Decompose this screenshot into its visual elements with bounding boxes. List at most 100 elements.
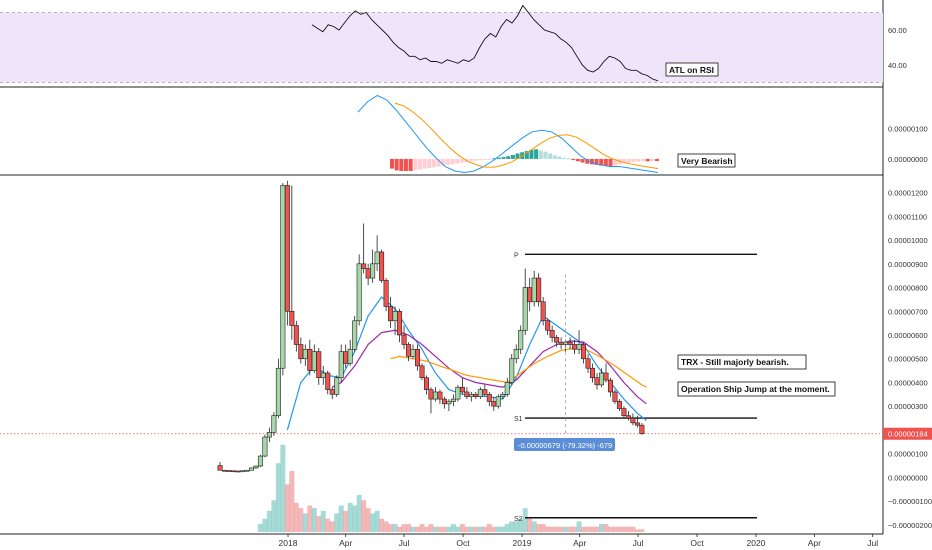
candle-body xyxy=(235,470,241,473)
pivot-level-label: S1 xyxy=(514,416,523,423)
candle-body xyxy=(468,394,474,398)
volume-bar xyxy=(607,526,613,532)
candle-body xyxy=(334,377,340,395)
candle-body xyxy=(509,358,515,383)
volume-bar xyxy=(406,524,412,532)
macd-signal-line xyxy=(394,102,659,170)
macd-histogram-bar xyxy=(580,158,585,163)
time-tick-label: Oct xyxy=(456,538,470,548)
candle-body xyxy=(594,377,600,386)
candle-body xyxy=(531,277,537,303)
candle-body xyxy=(410,348,416,357)
candle-body xyxy=(585,358,591,369)
volume-bar xyxy=(482,526,488,532)
volume-bar xyxy=(598,524,604,532)
volume-bar xyxy=(329,521,335,532)
macd-histogram-bar xyxy=(599,158,604,166)
macd-histogram-bar xyxy=(603,158,608,166)
volume-bar xyxy=(266,510,272,532)
ma-mid-line xyxy=(331,329,647,405)
candle-body xyxy=(513,348,519,360)
volume-bar xyxy=(374,510,380,532)
candle-body xyxy=(464,391,470,398)
candle-body xyxy=(477,389,483,398)
candle-body xyxy=(222,469,228,472)
volume-bar xyxy=(280,444,286,532)
volume-bar xyxy=(441,526,447,532)
candle-body xyxy=(356,263,362,322)
volume-bar xyxy=(432,526,438,532)
macd-histogram-bar xyxy=(510,154,515,159)
macd-histogram-bar xyxy=(543,151,548,159)
macd-histogram-bar xyxy=(427,158,432,168)
volume-bar xyxy=(361,500,367,532)
candle-body xyxy=(459,386,465,393)
volume-bar xyxy=(428,524,434,532)
volume-bar xyxy=(581,526,587,532)
volume-bar xyxy=(446,526,452,532)
volume-bar xyxy=(540,524,546,532)
time-tick-label: Jul xyxy=(399,538,410,548)
volume-bar xyxy=(334,513,340,532)
candle-body xyxy=(558,341,564,345)
candle-body xyxy=(388,306,394,322)
volume-bar xyxy=(352,505,358,532)
candle-body xyxy=(495,396,501,407)
candle-body xyxy=(423,377,429,390)
candle-body xyxy=(590,367,596,379)
volume-bar xyxy=(320,510,326,532)
macd-histogram-bar xyxy=(422,158,427,169)
volume-bar xyxy=(603,524,609,532)
macd-histogram-bar xyxy=(655,158,659,162)
macd-histogram-bar xyxy=(441,158,446,166)
candle-body xyxy=(248,467,254,471)
macd-line xyxy=(357,94,659,174)
candle-body xyxy=(266,432,272,438)
macd-histogram-bar xyxy=(650,158,655,162)
volume-bar xyxy=(347,502,353,532)
candle-body xyxy=(536,277,542,303)
price-tick-label: −0.00000200 xyxy=(888,521,932,530)
candle-body xyxy=(325,372,331,390)
volume-bar xyxy=(545,526,551,532)
volume-bar xyxy=(379,518,385,532)
price-tick-label: 0.00000700 xyxy=(888,307,928,316)
macd-histogram-bar xyxy=(394,158,399,171)
volume-bar xyxy=(563,526,569,532)
candle-body xyxy=(545,320,551,331)
current-price-tag-bg xyxy=(883,427,932,440)
macd-histogram-bar xyxy=(641,158,646,162)
macd-histogram-bar xyxy=(436,158,441,167)
price-tick-label: 0.00000300 xyxy=(888,402,928,411)
volume-bar xyxy=(437,526,443,532)
candle-body xyxy=(226,470,232,472)
current-price-tag: 0.00000184 xyxy=(888,430,928,439)
volume-bar xyxy=(343,510,349,532)
macd-histogram-bar xyxy=(585,158,590,164)
macd-histogram-bar xyxy=(575,158,580,162)
rsi-tick-label: 60.00 xyxy=(888,26,907,35)
macd-histogram-bar xyxy=(594,158,599,165)
candle-body xyxy=(311,351,317,371)
macd-histogram-bar xyxy=(492,158,497,160)
macd-histogram-bar xyxy=(417,158,422,170)
rsi-band xyxy=(0,12,883,83)
volume-bar xyxy=(536,524,542,532)
macd-histogram-bar xyxy=(515,153,520,159)
candle-body xyxy=(262,436,268,457)
candle-body xyxy=(500,394,506,398)
time-tick-label: 2020 xyxy=(747,538,766,548)
candle-body xyxy=(217,465,223,471)
macd-histogram-bar xyxy=(645,158,650,162)
pivot-level-label: P xyxy=(514,252,519,259)
volume-bar xyxy=(298,508,304,532)
volume-bar xyxy=(410,526,416,532)
rsi-annotation: ATL on RSI xyxy=(669,65,714,75)
candle-body xyxy=(455,386,461,400)
candle-body xyxy=(625,415,631,419)
macd-histogram-bar xyxy=(566,158,571,160)
macd-histogram-bar xyxy=(534,149,539,159)
macd-histogram-bar xyxy=(459,158,464,163)
volume-bar xyxy=(558,526,564,532)
candle-body xyxy=(406,344,412,357)
